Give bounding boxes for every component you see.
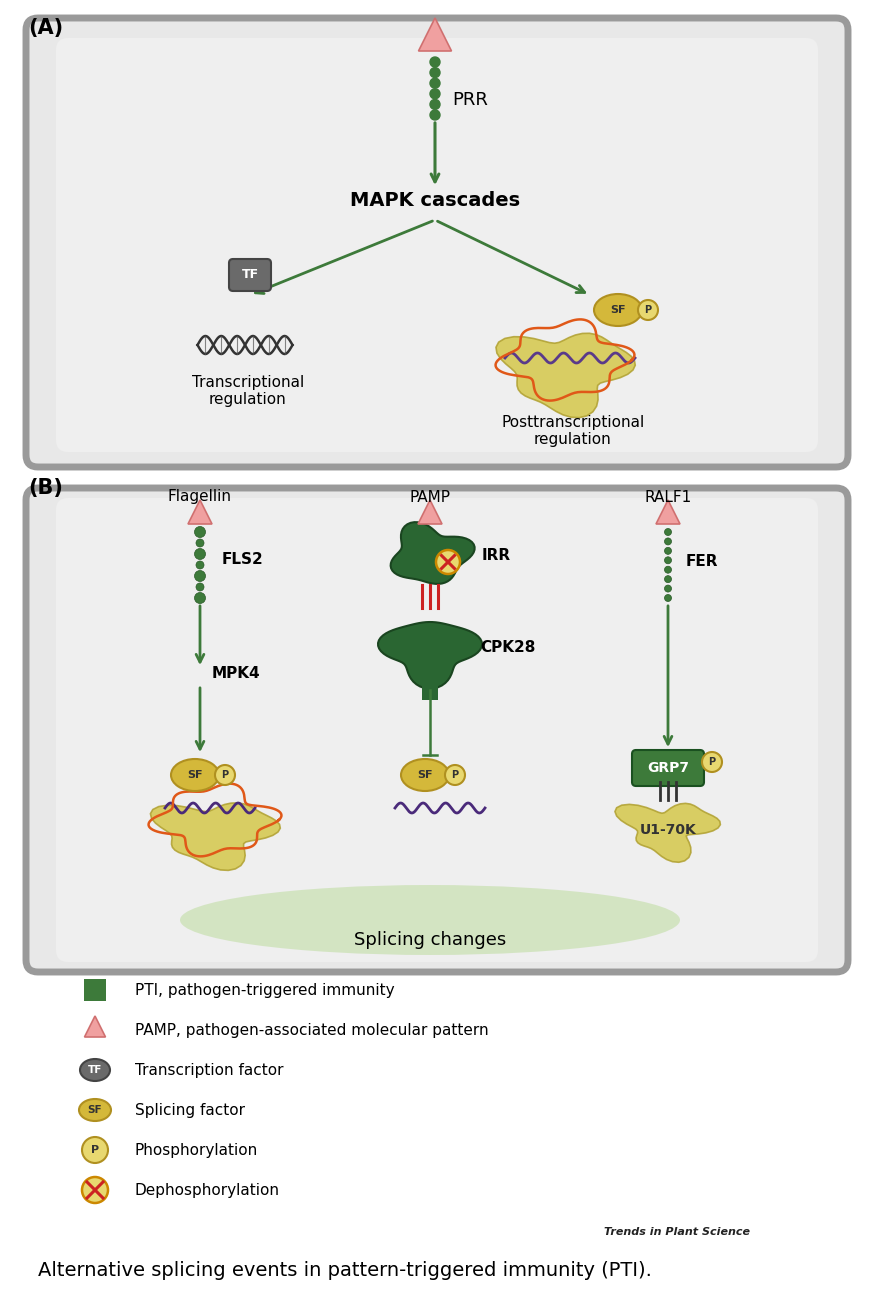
Text: MPK4: MPK4 (212, 665, 261, 681)
Bar (421, 674, 437, 701)
Text: FLS2: FLS2 (222, 553, 263, 567)
Circle shape (664, 548, 671, 554)
Text: Flagellin: Flagellin (168, 490, 232, 505)
Polygon shape (84, 1016, 105, 1036)
Text: FER: FER (686, 554, 718, 570)
Text: TF: TF (88, 1065, 102, 1074)
Text: P: P (222, 770, 229, 780)
Circle shape (444, 765, 464, 786)
FancyBboxPatch shape (631, 750, 703, 786)
Circle shape (195, 592, 205, 604)
Polygon shape (614, 804, 720, 863)
Polygon shape (188, 501, 212, 524)
Ellipse shape (594, 294, 641, 325)
Polygon shape (495, 333, 634, 418)
FancyBboxPatch shape (84, 979, 106, 1001)
Text: P: P (644, 305, 651, 315)
Circle shape (664, 538, 671, 545)
Circle shape (664, 595, 671, 601)
Circle shape (196, 538, 203, 548)
FancyBboxPatch shape (56, 498, 817, 962)
Text: Alternative splicing events in pattern-triggered immunity (PTI).: Alternative splicing events in pattern-t… (38, 1260, 651, 1280)
FancyBboxPatch shape (229, 259, 270, 291)
Circle shape (196, 561, 203, 569)
Text: SF: SF (609, 305, 625, 315)
Circle shape (637, 301, 657, 320)
Ellipse shape (171, 759, 219, 791)
Text: PTI, pathogen-triggered immunity: PTI, pathogen-triggered immunity (135, 983, 395, 997)
Text: GRP7: GRP7 (647, 761, 688, 775)
Circle shape (195, 570, 205, 582)
Ellipse shape (79, 1099, 111, 1121)
Ellipse shape (401, 759, 448, 791)
Text: Phosphorylation: Phosphorylation (135, 1142, 258, 1158)
Circle shape (429, 99, 440, 110)
Text: CPK28: CPK28 (480, 640, 534, 656)
Circle shape (664, 557, 671, 563)
Ellipse shape (80, 1059, 109, 1081)
Text: PAMP: PAMP (409, 490, 450, 505)
Circle shape (82, 1137, 108, 1163)
Text: SF: SF (88, 1104, 103, 1115)
Circle shape (429, 89, 440, 99)
Circle shape (664, 566, 671, 574)
Text: IRR: IRR (481, 548, 511, 562)
Text: Posttranscriptional
regulation: Posttranscriptional regulation (501, 416, 644, 447)
Text: Splicing changes: Splicing changes (354, 931, 506, 949)
Circle shape (196, 583, 203, 591)
Text: P: P (91, 1145, 99, 1155)
Polygon shape (390, 523, 474, 584)
Circle shape (429, 110, 440, 120)
Text: P: P (451, 770, 458, 780)
FancyBboxPatch shape (56, 38, 817, 452)
Text: (B): (B) (28, 478, 63, 498)
Polygon shape (417, 501, 441, 524)
Text: (A): (A) (28, 18, 63, 38)
Ellipse shape (180, 885, 680, 955)
Text: Transcription factor: Transcription factor (135, 1063, 283, 1077)
Text: RALF1: RALF1 (644, 490, 691, 505)
Circle shape (664, 575, 671, 583)
Circle shape (429, 68, 440, 77)
Text: Splicing factor: Splicing factor (135, 1103, 245, 1117)
Text: PAMP, pathogen-associated molecular pattern: PAMP, pathogen-associated molecular patt… (135, 1022, 488, 1038)
Polygon shape (378, 622, 481, 689)
Text: Dephosphorylation: Dephosphorylation (135, 1183, 280, 1197)
Circle shape (429, 58, 440, 67)
Polygon shape (655, 501, 680, 524)
Text: PRR: PRR (452, 91, 488, 108)
FancyBboxPatch shape (26, 488, 847, 972)
Circle shape (195, 527, 205, 537)
Text: Transcriptional
regulation: Transcriptional regulation (192, 375, 304, 408)
Text: MAPK cascades: MAPK cascades (349, 191, 520, 209)
Circle shape (664, 586, 671, 592)
Text: SF: SF (417, 770, 432, 780)
Text: SF: SF (187, 770, 202, 780)
Text: P: P (707, 757, 714, 767)
Text: Trends in Plant Science: Trends in Plant Science (603, 1227, 749, 1236)
Circle shape (429, 78, 440, 88)
Polygon shape (150, 802, 280, 870)
Circle shape (195, 549, 205, 559)
Circle shape (664, 528, 671, 536)
Circle shape (435, 550, 460, 574)
Polygon shape (418, 18, 451, 51)
FancyBboxPatch shape (26, 18, 847, 467)
Circle shape (82, 1178, 108, 1202)
Text: U1-70K: U1-70K (639, 823, 695, 836)
Circle shape (215, 765, 235, 786)
Text: TF: TF (242, 268, 258, 281)
Circle shape (701, 752, 721, 772)
